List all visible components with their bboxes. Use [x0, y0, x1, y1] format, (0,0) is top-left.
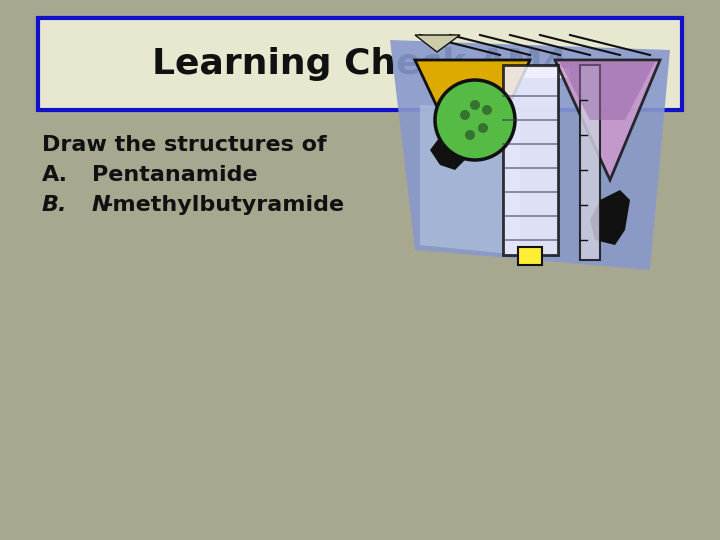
Polygon shape	[390, 40, 670, 270]
Circle shape	[482, 105, 492, 115]
Circle shape	[478, 123, 488, 133]
Polygon shape	[415, 60, 530, 145]
FancyBboxPatch shape	[518, 247, 542, 265]
Text: Draw the structures of: Draw the structures of	[42, 135, 327, 155]
FancyBboxPatch shape	[503, 65, 558, 255]
Circle shape	[465, 130, 475, 140]
Polygon shape	[555, 60, 660, 180]
Text: N: N	[92, 195, 111, 215]
Circle shape	[470, 100, 480, 110]
Polygon shape	[420, 105, 520, 255]
Polygon shape	[560, 62, 655, 120]
Circle shape	[435, 80, 515, 160]
FancyBboxPatch shape	[580, 65, 600, 260]
Polygon shape	[590, 190, 630, 245]
Text: B.: B.	[42, 195, 68, 215]
Text: Learning Check AM4: Learning Check AM4	[152, 47, 568, 81]
FancyBboxPatch shape	[480, 68, 570, 78]
Text: A.: A.	[42, 165, 68, 185]
Polygon shape	[415, 35, 460, 52]
Circle shape	[460, 110, 470, 120]
Text: -methylbutyramide: -methylbutyramide	[104, 195, 345, 215]
Text: Pentanamide: Pentanamide	[92, 165, 258, 185]
Polygon shape	[430, 100, 480, 170]
FancyBboxPatch shape	[38, 18, 682, 110]
